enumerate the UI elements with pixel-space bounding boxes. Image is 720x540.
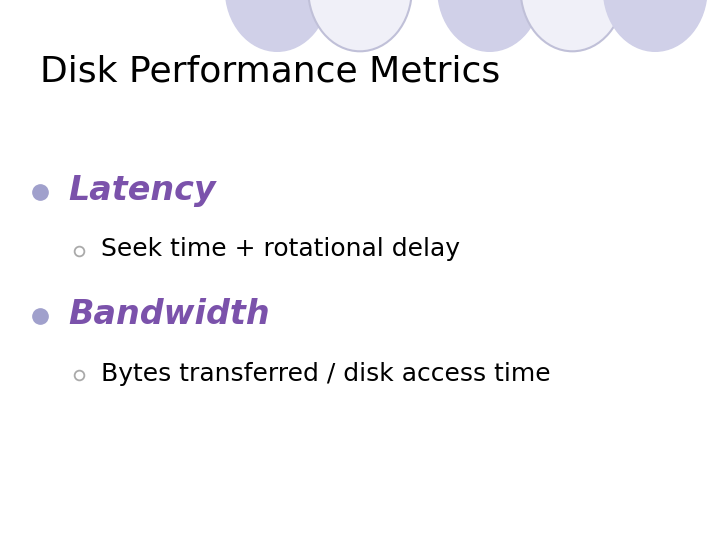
Text: Bandwidth: Bandwidth — [68, 298, 270, 331]
Ellipse shape — [438, 0, 541, 51]
Ellipse shape — [603, 0, 707, 51]
Ellipse shape — [521, 0, 624, 51]
Text: Seek time + rotational delay: Seek time + rotational delay — [101, 238, 460, 261]
Ellipse shape — [308, 0, 412, 51]
Ellipse shape — [225, 0, 329, 51]
Text: Latency: Latency — [68, 173, 216, 207]
Text: Bytes transferred / disk access time: Bytes transferred / disk access time — [101, 362, 550, 386]
Text: Disk Performance Metrics: Disk Performance Metrics — [40, 54, 500, 88]
